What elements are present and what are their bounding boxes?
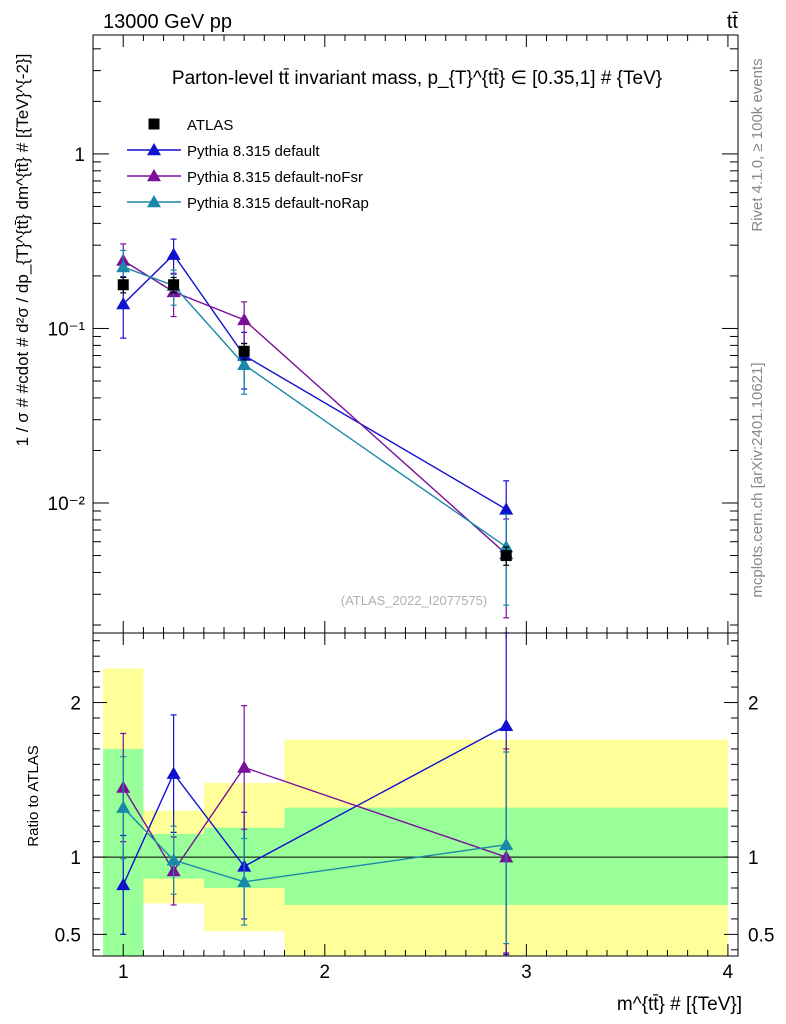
ratio-series-layer: [116, 632, 514, 956]
legend-label: Pythia 8.315 default-noFsr: [187, 169, 363, 186]
data-point-pythia-8-315-default-norap: [237, 357, 252, 370]
side-label-mcplots: mcplots.cern.ch [arXiv:2401.10621]: [749, 362, 766, 597]
legend-marker: [147, 195, 161, 208]
ratio-y-tick-label-left: 0.5: [55, 925, 81, 946]
x-axis-label: m^{tt̄} # [{TeV}]: [617, 994, 742, 1015]
watermark: (ATLAS_2022_I2077575): [341, 593, 487, 608]
ratio-line-pythia-8-315-default-nofsr: [122, 766, 507, 873]
header-right: tt̄: [727, 11, 739, 33]
main-y-tick-label: 10⁻²: [48, 494, 86, 515]
main-ylabel: 1 / σ # #cdot # d²σ / dp_{T}^{tt̄} dm^{t…: [13, 54, 32, 447]
ratio-x-tick-label: 1: [118, 962, 129, 983]
data-point-pythia-8-315-default-nofsr: [237, 312, 252, 326]
series-pythia-8-315-default-nofsr: [116, 243, 514, 619]
ratio-y-tick-label-right: 2: [748, 694, 759, 715]
data-point-atlas: [117, 279, 129, 291]
ratio-y-tick-label-right: 1: [748, 848, 759, 869]
legend-marker: [147, 143, 161, 156]
series-line-pythia-8-315-default-nofsr: [122, 259, 507, 555]
ratio-panel: 1 2 3 4 0.5 0.5 1 1 2 2 Ratio to ATLAS m^{tt̄} # …: [25, 632, 774, 1015]
ratio-line-pythia-8-315-default-norap: [122, 807, 507, 883]
series-atlas: [117, 276, 512, 566]
ratio-frame: [92, 632, 739, 957]
legend-label: Pythia 8.315 default: [187, 143, 320, 160]
legend-label: ATLAS: [187, 117, 233, 134]
data-point-pythia-8-315-default: [166, 247, 181, 260]
ratio-x-tick-label: 2: [320, 962, 331, 983]
ratio-point-pythia-8-315-default-norap: [166, 853, 181, 866]
ratio-x-tick-label: 3: [521, 962, 532, 983]
legend-entry-atlas: ATLAS: [148, 117, 233, 134]
data-point-atlas: [500, 550, 512, 562]
data-point-atlas: [238, 345, 250, 357]
legend-marker: [148, 118, 160, 130]
series-line-pythia-8-315-default-norap: [122, 266, 507, 548]
ratio-point-pythia-8-315-default-norap: [237, 874, 252, 888]
ratio-ylabel: Ratio to ATLAS: [25, 745, 42, 846]
ratio-point-pythia-8-315-default: [166, 766, 181, 779]
main-tick-marks: 1 10⁻¹ 10⁻²: [48, 35, 738, 633]
main-y-tick-label: 10⁻¹: [48, 319, 86, 340]
ratio-point-pythia-8-315-default: [116, 877, 131, 891]
ratio-point-pythia-8-315-default-nofsr: [237, 760, 252, 773]
ratio-x-tick-label: 4: [723, 962, 734, 983]
ratio-series-pythia-8-315-default-norap: [116, 751, 514, 945]
ratio-point-pythia-8-315-default-norap: [116, 800, 131, 813]
legend: ATLAS Pythia 8.315 default Pythia 8.315 de…: [127, 117, 369, 212]
data-point-atlas: [168, 279, 180, 291]
ratio-uncertainty-bands: [103, 668, 728, 956]
data-point-pythia-8-315-default: [499, 502, 514, 515]
ratio-y-tick-label-right: 0.5: [748, 925, 774, 946]
header-left: 13000 GeV pp: [103, 11, 232, 33]
ratio-point-pythia-8-315-default-norap: [499, 837, 514, 850]
legend-marker: [147, 169, 161, 182]
side-label-rivet: Rivet 4.1.0, ≥ 100k events: [749, 58, 766, 231]
main-series-layer: [116, 238, 514, 619]
main-y-tick-label: 1: [74, 145, 85, 166]
main-panel: 1 10⁻¹ 10⁻² Parton-level tt̄ invariant mas…: [13, 34, 739, 634]
data-point-pythia-8-315-default: [116, 297, 131, 310]
main-title: Parton-level tt̄ invariant mass, p_{T}^{…: [172, 68, 662, 89]
legend-entry-pythia-8-315-default-nofsr: Pythia 8.315 default-noFsr: [127, 169, 363, 186]
legend-entry-pythia-8-315-default: Pythia 8.315 default: [127, 143, 320, 160]
ratio-point-pythia-8-315-default: [499, 718, 514, 731]
series-pythia-8-315-default-norap: [116, 249, 514, 606]
legend-entry-pythia-8-315-default-norap: Pythia 8.315 default-noRap: [127, 195, 369, 212]
series-line-pythia-8-315-default: [122, 253, 507, 510]
data-point-pythia-8-315-default-norap: [499, 539, 514, 553]
data-point-pythia-8-315-default-norap: [116, 259, 131, 273]
legend-label: Pythia 8.315 default-noRap: [187, 195, 369, 212]
ratio-y-tick-label-left: 2: [70, 694, 81, 715]
ratio-y-tick-label-left: 1: [70, 848, 81, 869]
